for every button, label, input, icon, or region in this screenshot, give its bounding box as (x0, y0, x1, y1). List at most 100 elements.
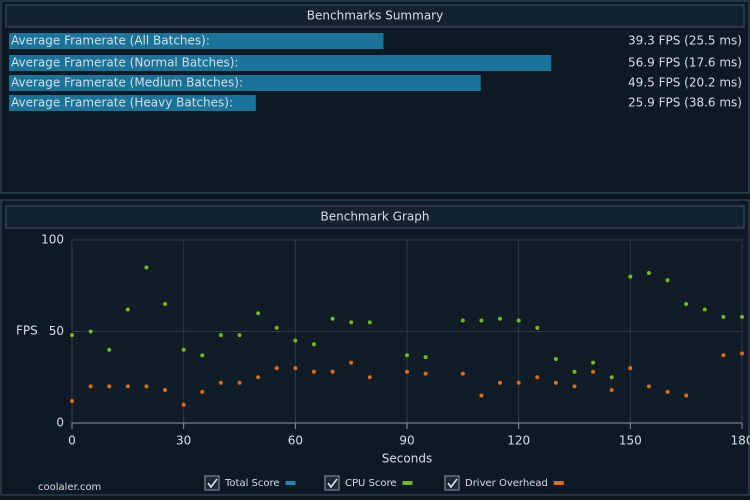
framerate-bar (9, 95, 256, 111)
data-point (553, 356, 558, 361)
legend-swatch (285, 481, 296, 485)
data-point (609, 375, 614, 380)
row-label: Average Framerate (Medium Batches): (11, 76, 243, 90)
data-point (553, 380, 558, 385)
data-point (70, 333, 74, 338)
data-point (740, 351, 744, 356)
summary-header (5, 4, 745, 28)
row-value: 56.9 FPS (17.6 ms) (628, 56, 742, 70)
data-point (311, 369, 316, 374)
y-axis-label: FPS (16, 324, 38, 338)
data-point (200, 389, 205, 394)
data-point (460, 318, 465, 323)
data-point (274, 366, 279, 371)
data-point (293, 338, 298, 343)
data-point (330, 316, 335, 321)
check-mark (327, 478, 338, 489)
data-point (665, 389, 670, 394)
data-point (535, 325, 540, 330)
data-point (684, 393, 689, 398)
check-mark (207, 478, 218, 489)
data-point (200, 353, 205, 358)
summary-title: Benchmarks Summary (307, 9, 443, 23)
data-point (423, 355, 428, 360)
data-point (591, 369, 596, 374)
data-point (125, 307, 130, 312)
data-point (107, 347, 112, 352)
data-point (535, 375, 540, 380)
y-tick-label: 100 (41, 233, 64, 247)
data-point (293, 366, 298, 371)
data-point (646, 384, 651, 389)
data-point (516, 380, 521, 385)
data-point (311, 342, 316, 347)
data-point (256, 311, 261, 316)
data-point (684, 302, 689, 307)
data-point (628, 274, 633, 279)
legend-checkbox[interactable] (444, 475, 460, 491)
data-point (665, 278, 670, 283)
data-point (88, 329, 93, 334)
data-point (125, 384, 130, 389)
x-tick-label: 0 (68, 434, 76, 448)
data-point (163, 388, 168, 393)
data-point (330, 369, 335, 374)
data-point (367, 375, 372, 380)
x-tick-label: 60 (288, 434, 303, 448)
row-value: 39.3 FPS (25.5 ms) (628, 34, 742, 48)
data-point (572, 369, 577, 374)
y-tick-label: 0 (56, 416, 64, 430)
legend-swatch (553, 481, 564, 485)
data-point (498, 316, 503, 321)
framerate-bar (9, 75, 481, 91)
graph-title: Benchmark Graph (321, 210, 430, 224)
data-point (349, 360, 354, 365)
data-point (609, 388, 614, 393)
framerate-bar (9, 55, 552, 71)
x-tick-label: 120 (507, 434, 530, 448)
data-point (274, 325, 279, 330)
data-point (721, 314, 726, 319)
data-point (237, 380, 242, 385)
data-point (181, 347, 186, 352)
data-point (516, 318, 521, 323)
data-point (405, 369, 409, 374)
legend-label: Total Score (224, 478, 280, 489)
row-label: Average Framerate (Normal Batches): (11, 56, 238, 70)
legend-checkbox[interactable] (324, 475, 340, 491)
row-value: 25.9 FPS (38.6 ms) (628, 96, 742, 110)
data-point (163, 302, 168, 307)
legend-label: CPU Score (345, 478, 397, 489)
row-label: Average Framerate (All Batches): (11, 34, 210, 48)
data-point (349, 320, 354, 325)
row-label: Average Framerate (Heavy Batches): (11, 96, 233, 110)
data-point (479, 318, 484, 323)
data-point (367, 320, 372, 325)
data-point (498, 380, 503, 385)
data-point (405, 353, 409, 358)
data-point (237, 333, 242, 338)
x-tick-label: 180 (731, 434, 750, 448)
legend-checkbox[interactable] (204, 475, 220, 491)
data-point (479, 393, 484, 398)
data-point (423, 371, 428, 376)
data-point (144, 265, 149, 270)
x-tick-label: 30 (176, 434, 191, 448)
x-tick-label: 150 (619, 434, 642, 448)
legend-label: Driver Overhead (465, 478, 548, 489)
y-tick-label: 50 (49, 324, 64, 338)
data-point (721, 353, 726, 358)
data-point (88, 384, 93, 389)
data-point (256, 375, 261, 380)
check-mark (447, 478, 458, 489)
framerate-bar (9, 33, 384, 49)
watermark: coolaler.com (38, 482, 101, 493)
x-axis-label: Seconds (382, 452, 432, 466)
data-point (740, 314, 744, 319)
data-point (144, 384, 149, 389)
x-tick-label: 90 (399, 434, 414, 448)
data-point (702, 307, 707, 312)
data-point (572, 384, 577, 389)
graph-header (5, 205, 745, 229)
